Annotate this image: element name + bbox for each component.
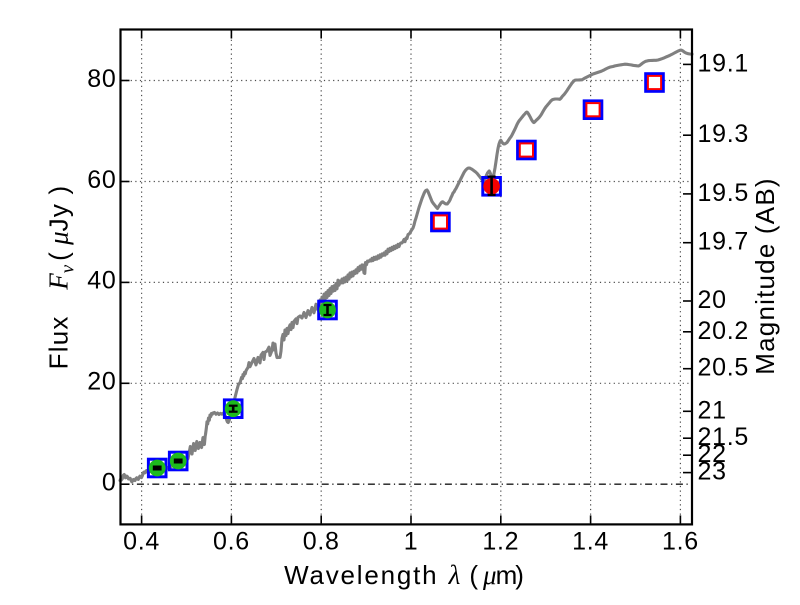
svg-text:19.3: 19.3 (698, 120, 749, 148)
svg-text:19.7: 19.7 (698, 228, 749, 256)
svg-text:Wavelength λ(μm): Wavelength λ(μm) (284, 560, 524, 590)
svg-text:Flux Fν( μJy ): Flux Fν( μJy ) (43, 185, 78, 370)
svg-text:20: 20 (698, 286, 727, 314)
svg-text:20.5: 20.5 (698, 354, 749, 382)
svg-text:21.5: 21.5 (698, 423, 749, 451)
svg-text:40: 40 (87, 267, 116, 295)
svg-text:0: 0 (102, 469, 117, 497)
svg-text:0.4: 0.4 (123, 527, 160, 555)
svg-text:19.5: 19.5 (698, 179, 749, 207)
svg-text:60: 60 (87, 166, 116, 194)
svg-text:21: 21 (698, 396, 727, 424)
svg-text:80: 80 (87, 65, 116, 93)
svg-text:1.4: 1.4 (572, 527, 609, 555)
svg-text:22: 22 (698, 440, 727, 468)
svg-text:Magnitude (AB): Magnitude (AB) (750, 177, 780, 374)
svg-text:19.1: 19.1 (698, 49, 749, 77)
svg-text:0.6: 0.6 (213, 527, 250, 555)
svg-text:1.2: 1.2 (482, 527, 519, 555)
svg-text:0.8: 0.8 (303, 527, 340, 555)
svg-text:1.6: 1.6 (662, 527, 699, 555)
svg-text:20.2: 20.2 (698, 317, 749, 345)
svg-text:20: 20 (87, 368, 116, 396)
svg-text:1: 1 (404, 527, 419, 555)
svg-text:23: 23 (698, 458, 727, 486)
